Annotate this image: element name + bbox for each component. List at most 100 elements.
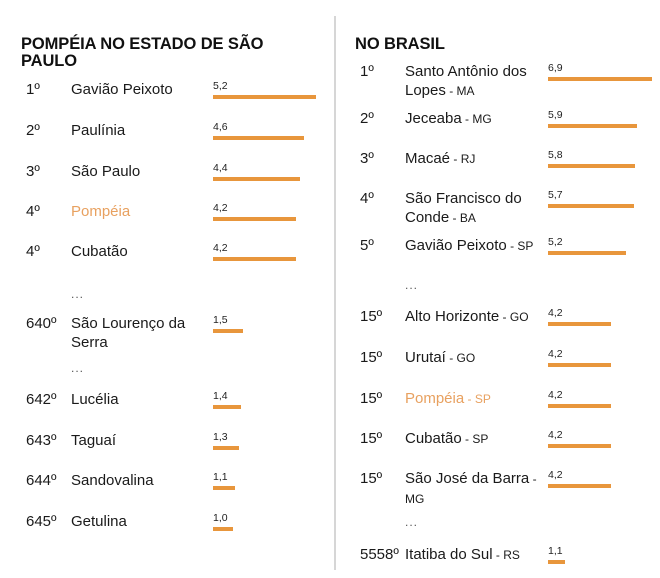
state-separator: - bbox=[529, 472, 537, 486]
rank-label: 1º bbox=[360, 63, 374, 80]
city-name: Lucélia bbox=[71, 390, 211, 409]
rank-label: 640º bbox=[26, 315, 57, 332]
ranking-row: 3º Macaé - RJ 5,8 bbox=[336, 149, 660, 169]
ellipsis-gap: ... bbox=[71, 361, 85, 375]
ellipsis-gap: ... bbox=[71, 287, 85, 301]
ranking-row: 15º Pompéia - SP 4,2 bbox=[336, 389, 660, 409]
rank-label: 15º bbox=[360, 308, 383, 325]
rank-label: 2º bbox=[26, 122, 40, 139]
city-name-text: Alto Horizonte bbox=[405, 308, 500, 325]
value-label: 4,2 bbox=[548, 348, 563, 360]
city-name: Santo Antônio dos Lopes - MA bbox=[405, 62, 545, 101]
value-bar bbox=[548, 560, 565, 564]
value-label: 1,1 bbox=[548, 545, 563, 557]
rank-label: 2º bbox=[360, 110, 374, 127]
ranking-row: 5º Gavião Peixoto - SP 5,2 bbox=[336, 236, 660, 256]
value-bar bbox=[213, 329, 243, 333]
city-name-text: São José da Barra bbox=[405, 470, 530, 487]
ranking-row: 15º Alto Horizonte - GO 4,2 bbox=[336, 307, 660, 327]
ranking-row: 4º São Francisco do Conde - BA 5,7 bbox=[336, 189, 660, 226]
state-abbreviation: SP bbox=[474, 392, 491, 406]
value-label: 4,2 bbox=[548, 389, 563, 401]
ranking-row: 645º Getulina 1,0 bbox=[0, 512, 330, 532]
state-abbreviation: MG bbox=[472, 112, 492, 126]
value-bar bbox=[548, 363, 611, 367]
city-name: São José da Barra - MG bbox=[405, 469, 545, 509]
rank-label: 644º bbox=[26, 472, 57, 489]
value-label: 4,2 bbox=[548, 469, 563, 481]
rank-label: 5º bbox=[360, 237, 374, 254]
ranking-row: 15º Urutaí - GO 4,2 bbox=[336, 348, 660, 368]
city-name-text: Itatiba do Sul bbox=[405, 546, 493, 563]
ranking-row: 640º São Lourenço da Serra 1,5 bbox=[0, 314, 330, 351]
rank-label: 15º bbox=[360, 349, 383, 366]
city-name: Urutaí - GO bbox=[405, 348, 545, 368]
city-name: Itatiba do Sul - RS bbox=[405, 545, 545, 565]
city-name-text: Paulínia bbox=[71, 122, 126, 139]
city-name: São Lourenço da Serra bbox=[71, 314, 211, 352]
city-name-text: Gavião Peixoto bbox=[71, 81, 173, 98]
value-label: 6,9 bbox=[548, 62, 563, 74]
ranking-row: 644º Sandovalina 1,1 bbox=[0, 471, 330, 491]
value-bar bbox=[213, 405, 241, 409]
state-separator: - bbox=[492, 548, 504, 562]
city-name: Macaé - RJ bbox=[405, 149, 545, 169]
state-abbreviation: GO bbox=[456, 351, 476, 365]
rank-label: 4º bbox=[26, 243, 40, 260]
value-label: 4,2 bbox=[213, 242, 228, 254]
ellipsis-gap: ... bbox=[405, 515, 419, 529]
city-name-text: Gavião Peixoto bbox=[405, 237, 507, 254]
value-bar bbox=[213, 217, 296, 221]
city-name-text: Taguaí bbox=[71, 432, 117, 449]
value-bar bbox=[213, 446, 239, 450]
city-name-text: Getulina bbox=[71, 513, 127, 530]
value-label: 1,4 bbox=[213, 390, 228, 402]
city-name: Cubatão bbox=[71, 242, 211, 261]
rank-label: 15º bbox=[360, 430, 383, 447]
ranking-row: 4º Pompéia 4,2 bbox=[0, 202, 330, 222]
value-label: 5,7 bbox=[548, 189, 563, 201]
ranking-row: 642º Lucélia 1,4 bbox=[0, 390, 330, 410]
state-separator: - bbox=[461, 432, 473, 446]
state-separator: - bbox=[499, 310, 510, 324]
state-abbreviation: SP bbox=[517, 239, 534, 253]
state-separator: - bbox=[461, 112, 473, 126]
value-bar bbox=[213, 257, 296, 261]
rank-label: 643º bbox=[26, 432, 57, 449]
state-separator: - bbox=[449, 211, 460, 225]
value-bar bbox=[548, 322, 611, 326]
sao-paulo-ranking-title: POMPÉIA NO ESTADO DE SÃO PAULO bbox=[21, 35, 264, 70]
state-abbreviation: SP bbox=[472, 432, 489, 446]
city-name: Taguaí bbox=[71, 431, 211, 450]
rank-label: 4º bbox=[360, 190, 374, 207]
state-separator: - bbox=[464, 392, 475, 406]
rank-label: 1º bbox=[26, 81, 40, 98]
value-label: 4,2 bbox=[548, 307, 563, 319]
rank-label: 4º bbox=[26, 203, 40, 220]
city-name-text: Jeceaba bbox=[405, 110, 462, 127]
city-name: São Francisco do Conde - BA bbox=[405, 189, 545, 228]
city-name-text: Cubatão bbox=[405, 430, 462, 447]
value-bar bbox=[213, 136, 304, 140]
ranking-row: 3º São Paulo 4,4 bbox=[0, 162, 330, 182]
ranking-row: 643º Taguaí 1,3 bbox=[0, 431, 330, 451]
city-name: São Paulo bbox=[71, 162, 211, 181]
rank-label: 3º bbox=[360, 150, 374, 167]
value-bar bbox=[548, 164, 635, 168]
state-abbreviation: GO bbox=[509, 310, 529, 324]
value-bar bbox=[548, 124, 637, 128]
city-name: Cubatão - SP bbox=[405, 429, 545, 449]
value-label: 1,3 bbox=[213, 431, 228, 443]
state-separator: - bbox=[445, 351, 457, 365]
ranking-row: 1º Santo Antônio dos Lopes - MA 6,9 bbox=[336, 62, 660, 99]
ranking-row: 5558º Itatiba do Sul - RS 1,1 bbox=[336, 545, 660, 565]
city-name-text: Pompéia bbox=[71, 203, 131, 220]
city-name: Alto Horizonte - GO bbox=[405, 307, 545, 327]
city-name-text: Santo Antônio dos Lopes bbox=[405, 63, 527, 99]
ranking-row: 4º Cubatão 4,2 bbox=[0, 242, 330, 262]
rank-label: 645º bbox=[26, 513, 57, 530]
city-name: Getulina bbox=[71, 512, 211, 531]
value-bar bbox=[548, 251, 626, 255]
value-label: 1,0 bbox=[213, 512, 228, 524]
value-label: 5,2 bbox=[213, 80, 228, 92]
